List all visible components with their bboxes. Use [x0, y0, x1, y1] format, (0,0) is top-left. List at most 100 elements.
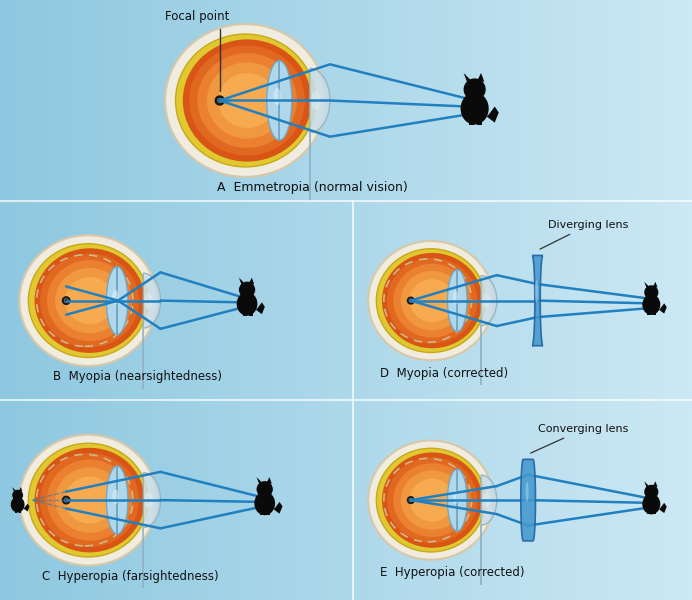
Circle shape: [12, 490, 23, 500]
Ellipse shape: [144, 292, 153, 309]
Ellipse shape: [410, 479, 455, 521]
Ellipse shape: [273, 88, 281, 106]
Bar: [653, 308, 656, 315]
Ellipse shape: [387, 457, 477, 543]
Ellipse shape: [461, 92, 489, 125]
Bar: [260, 507, 264, 515]
Text: Focal point: Focal point: [165, 10, 230, 91]
Ellipse shape: [642, 494, 660, 514]
Circle shape: [464, 79, 486, 100]
Ellipse shape: [19, 435, 157, 565]
Polygon shape: [266, 477, 272, 484]
Polygon shape: [256, 302, 265, 314]
Circle shape: [257, 481, 273, 497]
Bar: [248, 308, 253, 316]
Bar: [477, 113, 482, 125]
Circle shape: [644, 285, 658, 299]
Circle shape: [62, 496, 71, 505]
Polygon shape: [644, 282, 649, 287]
Polygon shape: [239, 278, 245, 284]
Ellipse shape: [11, 497, 24, 512]
Text: Converging lens: Converging lens: [531, 424, 629, 453]
Bar: [15, 507, 17, 512]
Circle shape: [239, 281, 255, 298]
Polygon shape: [107, 466, 128, 534]
Ellipse shape: [453, 490, 459, 504]
Polygon shape: [273, 502, 282, 514]
Ellipse shape: [401, 271, 464, 331]
Polygon shape: [19, 487, 22, 491]
Polygon shape: [448, 469, 467, 531]
Circle shape: [62, 296, 71, 305]
Ellipse shape: [35, 248, 145, 353]
Ellipse shape: [65, 476, 114, 524]
Ellipse shape: [19, 235, 157, 366]
Ellipse shape: [535, 280, 538, 303]
Ellipse shape: [482, 293, 490, 308]
Ellipse shape: [376, 448, 486, 552]
Polygon shape: [653, 282, 657, 287]
Ellipse shape: [368, 241, 493, 360]
Ellipse shape: [387, 257, 477, 344]
Polygon shape: [659, 304, 667, 314]
Ellipse shape: [642, 294, 660, 315]
Ellipse shape: [382, 253, 482, 348]
Ellipse shape: [382, 452, 482, 548]
Polygon shape: [644, 481, 649, 487]
Bar: [648, 508, 651, 514]
Polygon shape: [532, 256, 543, 346]
Bar: [266, 507, 271, 515]
Ellipse shape: [401, 470, 464, 530]
Ellipse shape: [255, 491, 275, 515]
Polygon shape: [653, 481, 657, 487]
Bar: [468, 113, 474, 125]
Ellipse shape: [368, 440, 493, 560]
Bar: [648, 308, 651, 315]
Ellipse shape: [453, 290, 459, 304]
Ellipse shape: [410, 279, 455, 322]
Ellipse shape: [393, 263, 471, 338]
Ellipse shape: [218, 73, 276, 128]
Ellipse shape: [376, 249, 486, 352]
Polygon shape: [143, 473, 161, 600]
Bar: [19, 507, 21, 512]
Polygon shape: [481, 275, 497, 410]
Ellipse shape: [47, 460, 132, 541]
Text: A  Emmetropia (normal vision): A Emmetropia (normal vision): [217, 181, 408, 194]
Polygon shape: [464, 73, 472, 82]
Ellipse shape: [526, 482, 529, 502]
Ellipse shape: [197, 53, 297, 148]
Polygon shape: [107, 266, 128, 335]
Text: B  Myopia (nearsightedness): B Myopia (nearsightedness): [53, 370, 222, 383]
Ellipse shape: [112, 489, 118, 505]
Text: Diverging lens: Diverging lens: [540, 220, 628, 249]
Ellipse shape: [311, 91, 321, 110]
Text: D  Myopia (corrected): D Myopia (corrected): [380, 367, 508, 380]
Polygon shape: [477, 73, 484, 82]
Ellipse shape: [482, 493, 490, 508]
Polygon shape: [659, 503, 667, 513]
Circle shape: [407, 296, 415, 305]
Ellipse shape: [47, 260, 132, 341]
Ellipse shape: [176, 34, 316, 167]
Polygon shape: [249, 278, 254, 284]
Polygon shape: [481, 475, 497, 600]
Bar: [653, 508, 656, 514]
Polygon shape: [24, 503, 30, 512]
Polygon shape: [257, 477, 262, 484]
Polygon shape: [448, 269, 467, 332]
Ellipse shape: [237, 292, 257, 316]
Circle shape: [407, 496, 415, 504]
Ellipse shape: [393, 463, 471, 537]
Polygon shape: [12, 487, 16, 491]
Circle shape: [644, 485, 658, 499]
Circle shape: [215, 95, 225, 106]
Ellipse shape: [40, 453, 139, 547]
Ellipse shape: [35, 448, 145, 553]
Ellipse shape: [207, 62, 287, 139]
Text: C  Hyperopia (farsightedness): C Hyperopia (farsightedness): [42, 569, 219, 583]
Ellipse shape: [55, 467, 124, 533]
Ellipse shape: [189, 46, 305, 155]
Ellipse shape: [65, 277, 114, 324]
Ellipse shape: [112, 290, 118, 305]
